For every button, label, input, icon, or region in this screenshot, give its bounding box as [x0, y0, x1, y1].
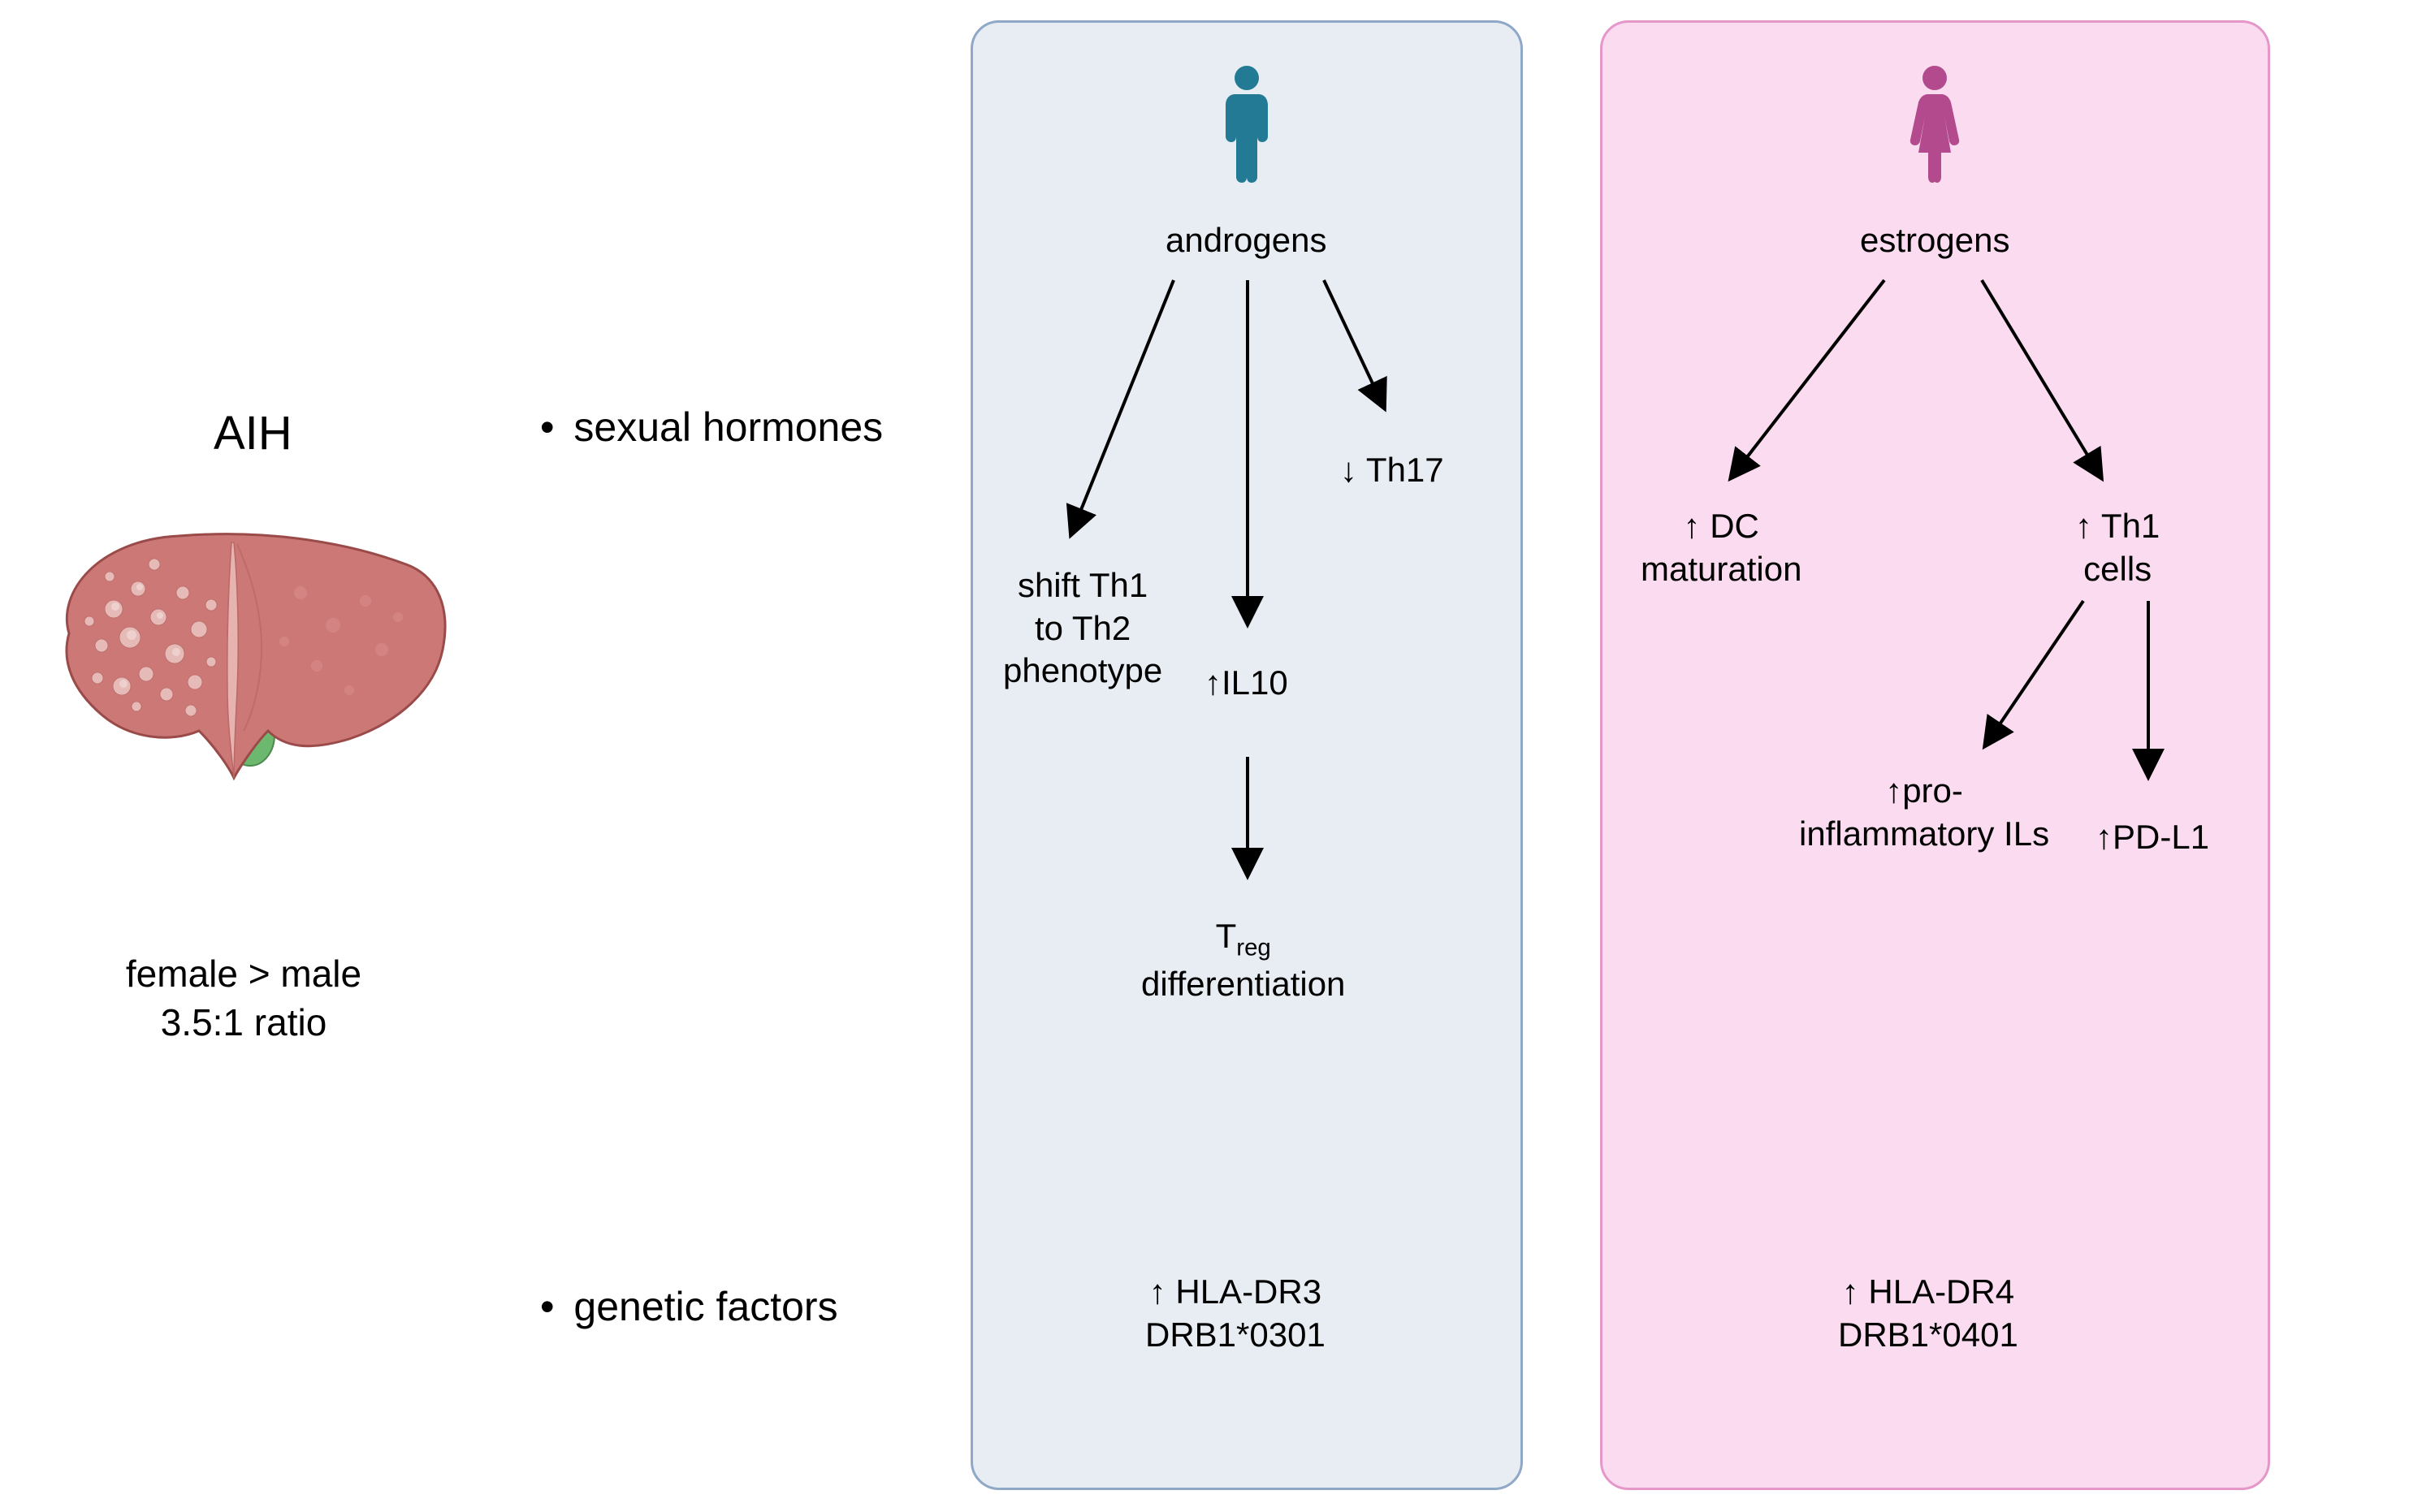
pathway-node: ↑pro-inflammatory ILs [1799, 770, 2049, 855]
female-genetic-line-2: DRB1*0401 [1838, 1315, 2018, 1354]
female-arrows [0, 0, 2422, 1512]
pathway-node: ↑ Th1cells [2075, 505, 2160, 590]
pathway-node: ↑PD-L1 [2095, 816, 2209, 859]
female-genetic: ↑ HLA-DR4 DRB1*0401 [1838, 1271, 2018, 1356]
diagram-container: AIH [0, 0, 2422, 1512]
pathway-node: ↓ Th17 [1340, 449, 1444, 492]
pathway-node: ↑IL10 [1205, 662, 1288, 705]
pathway-node: Tregdifferentiation [1141, 915, 1345, 1006]
pathway-node: ↑ DCmaturation [1641, 505, 1801, 590]
female-genetic-line-1: ↑ HLA-DR4 [1842, 1272, 2014, 1311]
pathway-node: shift Th1to Th2phenotype [1003, 564, 1162, 693]
